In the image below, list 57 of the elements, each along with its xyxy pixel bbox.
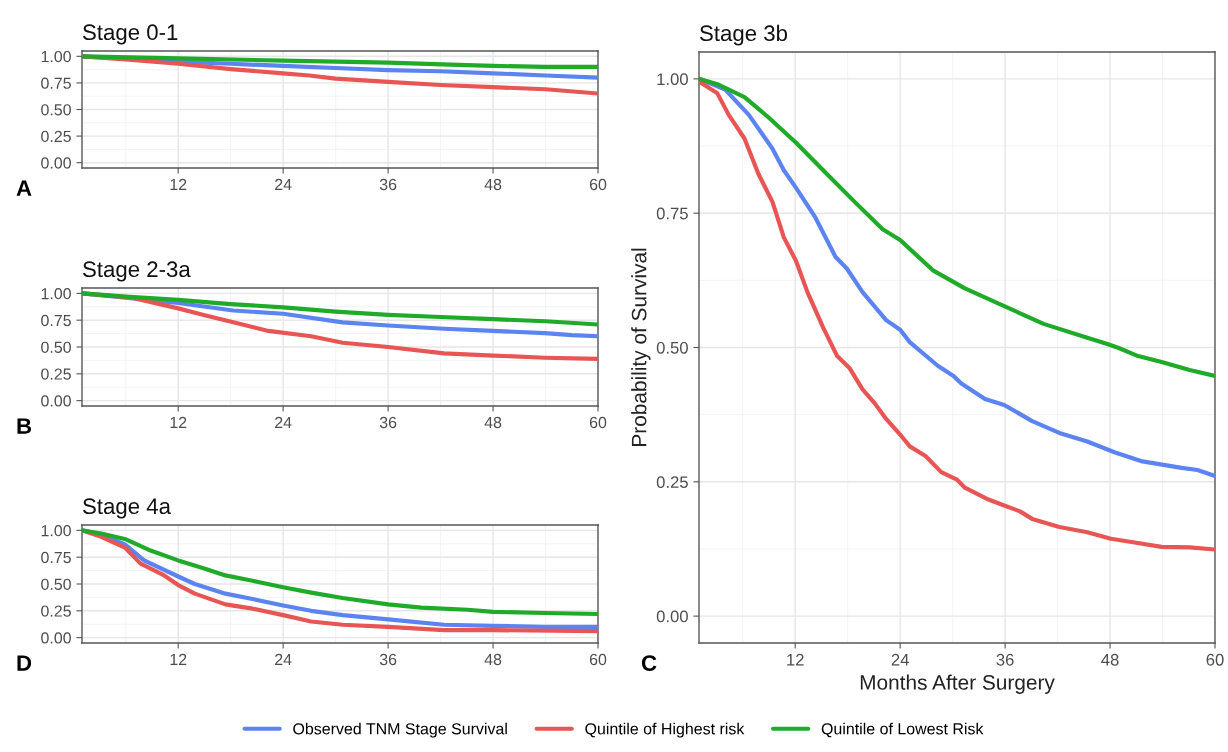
y-tick-label: 0.75 [41,551,71,564]
y-tick-label: 1.00 [657,73,688,86]
text: C [641,655,657,671]
y-tick-label: 0.00 [41,157,71,169]
y-tick-label: 1.00 [41,288,71,300]
line-series [82,291,598,327]
x-tick-label: 36 [379,178,397,191]
x-tick-label: 24 [275,416,292,428]
y-axis-title: Probability of Survival [631,248,651,446]
y-tick-label: 0.00 [41,395,71,407]
y-tick-label: 0.75 [656,207,688,220]
x-tick-label: 12 [170,653,187,665]
x-tick-label: 36 [379,653,397,666]
x-tick-label: 24 [275,653,292,665]
x-tick-label: 36 [379,416,397,429]
chart-title: Stage 3b [700,24,788,46]
x-tick-label: 12 [170,178,187,190]
text: D [17,655,32,671]
x-tick-label: 48 [484,653,502,666]
y-tick-label: 0.25 [41,368,71,380]
x-tick-label: 24 [891,653,909,666]
chart-title: Stage 0-1 [83,24,178,45]
line-series [699,76,1215,379]
chart-title: Stage 4a [83,498,171,519]
line-series [699,79,1215,552]
x-tick-label: 60 [589,178,607,191]
legend-label: Quintile of Lowest Risk [821,722,984,738]
y-tick-label: 0.50 [656,341,688,354]
y-tick-label: 0.00 [656,610,688,623]
x-tick-label: 48 [1101,653,1119,666]
x-axis-title: Months After Surgery [860,674,1055,694]
x-tick-label: 60 [589,653,607,666]
y-tick-label: 0.25 [41,605,71,617]
x-tick-label: 60 [589,416,607,429]
y-tick-label: 0.00 [41,632,71,644]
y-tick-label: 0.25 [41,130,71,143]
x-tick-label: 48 [484,416,502,429]
x-tick-label: 24 [275,178,292,190]
y-tick-label: 0.50 [41,341,71,353]
x-tick-label: 12 [787,653,804,666]
text: B [17,418,32,434]
chart-title: Stage 2-3a [83,261,191,282]
x-tick-label: 48 [484,178,502,191]
x-tick-label: 12 [170,416,187,428]
y-tick-label: 1.00 [41,525,71,537]
y-tick-label: 0.75 [41,314,71,327]
x-tick-label: 36 [996,653,1014,666]
y-tick-label: 0.50 [41,104,71,116]
line-series [82,54,598,70]
legend-label: Observed TNM Stage Survival [293,722,507,738]
legend-label: Quintile of Highest risk [585,722,745,738]
y-tick-label: 0.75 [41,77,71,89]
y-tick-label: 0.50 [41,578,71,590]
y-tick-label: 1.00 [41,50,71,63]
text: A [16,180,32,196]
x-tick-label: 60 [1206,653,1224,666]
y-tick-label: 0.25 [656,476,688,489]
